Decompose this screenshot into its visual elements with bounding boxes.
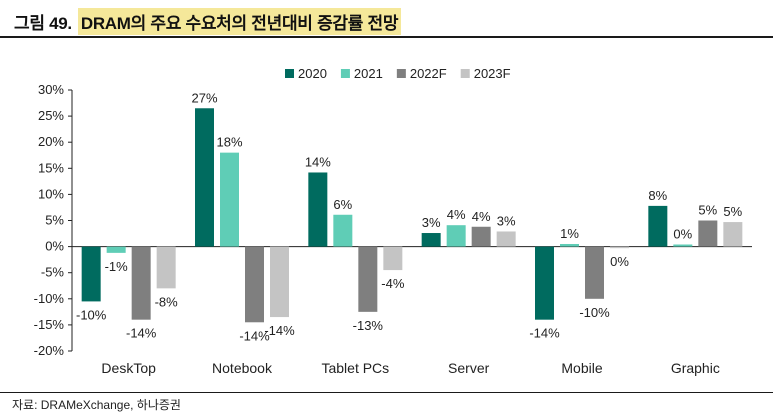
category-label: Graphic	[671, 360, 720, 376]
y-tick-label: 30%	[38, 82, 64, 97]
bar-2021-notebook	[220, 152, 239, 247]
bar-2020-tablet-pcs	[308, 172, 328, 247]
legend-label: 2021	[354, 66, 383, 81]
data-label: -10%	[579, 305, 610, 320]
bar-2023F-notebook	[270, 246, 289, 318]
title-divider	[0, 36, 773, 38]
legend-label: 2023F	[474, 66, 511, 81]
data-label: -4%	[381, 276, 405, 291]
legend-swatch-2021	[340, 69, 350, 78]
legend-swatch-2022F	[396, 69, 406, 78]
bar-2020-server	[421, 233, 441, 247]
data-label: 5%	[698, 203, 717, 218]
data-label: -14%	[264, 323, 295, 338]
category-label: Notebook	[212, 360, 273, 376]
data-label: 6%	[333, 197, 352, 212]
data-label: -10%	[76, 307, 107, 322]
bar-2022F-tablet-pcs	[358, 246, 378, 312]
data-label: -8%	[155, 294, 179, 309]
bar-2021-server	[446, 225, 466, 247]
bar-2021-mobile	[560, 243, 579, 247]
data-label: 14%	[305, 154, 331, 169]
bar-2020-graphic	[648, 205, 668, 247]
figure-title: 그림 49. DRAM의 주요 수요처의 전년대비 증감률 전망	[14, 7, 402, 35]
y-tick-label: 25%	[38, 108, 64, 123]
bar-2021-tablet-pcs	[333, 214, 353, 247]
y-tick-label: 10%	[38, 186, 64, 201]
data-label: 27%	[191, 90, 217, 105]
data-label: 0%	[673, 227, 692, 242]
y-tick-label: 5%	[45, 213, 64, 228]
bar-2022F-desktop	[131, 246, 151, 320]
data-label: 3%	[422, 215, 441, 230]
bar-chart: 30% 25% 20% 15% 10% 5% 0% -5% -10% -15% -20% -10% -1…	[34, 66, 752, 376]
bar-2022F-mobile	[585, 246, 604, 299]
data-label: -14%	[529, 326, 560, 341]
bar-2023F-tablet-pcs	[383, 246, 403, 271]
bar-2023F-mobile	[610, 246, 629, 249]
bar-2023F-server	[496, 231, 516, 247]
data-label: 4%	[447, 207, 466, 222]
data-label: -14%	[239, 328, 270, 343]
category-label: Tablet PCs	[321, 360, 389, 376]
bar-2020-mobile	[535, 246, 554, 320]
y-tick-label: -20%	[34, 343, 65, 358]
category-label: DeskTop	[101, 360, 156, 376]
bar-2023F-desktop	[156, 246, 176, 289]
bar-2023F-graphic	[723, 222, 743, 247]
bar-2021-graphic	[673, 244, 693, 247]
bar-2021-desktop	[106, 246, 126, 253]
y-tick-label: -10%	[34, 291, 65, 306]
y-tick-label: 0%	[45, 239, 64, 254]
data-label: 3%	[497, 213, 516, 228]
category-label: Mobile	[561, 360, 602, 376]
category-label: Server	[448, 360, 490, 376]
figure-title-text: DRAM의 주요 수요처의 전년대비 증감률 전망	[77, 7, 402, 35]
y-tick-label: 15%	[38, 160, 64, 175]
data-label: 0%	[610, 254, 629, 269]
data-label: 1%	[560, 226, 579, 241]
data-label: 8%	[648, 188, 667, 203]
legend-swatch-2023F	[460, 69, 470, 78]
data-label: -1%	[105, 259, 129, 274]
source-divider	[0, 392, 773, 393]
data-label: 18%	[216, 135, 242, 150]
source-note: 자료: DRAMeXchange, 하나증권	[12, 398, 181, 412]
legend-swatch-2020	[285, 69, 294, 78]
data-label: 4%	[472, 209, 491, 224]
data-label: -13%	[353, 318, 384, 333]
y-tick-label: 20%	[38, 134, 64, 149]
figure-number: 그림 49.	[14, 13, 72, 33]
data-label: 5%	[723, 204, 742, 219]
bar-2022F-graphic	[698, 220, 718, 247]
bar-2022F-server	[471, 226, 491, 247]
legend-label: 2022F	[410, 66, 447, 81]
bar-2020-desktop	[81, 246, 101, 302]
bar-2022F-notebook	[245, 246, 264, 323]
data-label: -14%	[126, 326, 157, 341]
legend-label: 2020	[298, 66, 327, 81]
y-tick-label: -5%	[41, 265, 65, 280]
y-tick-label: -15%	[34, 317, 65, 332]
bar-2020-notebook	[195, 108, 214, 247]
